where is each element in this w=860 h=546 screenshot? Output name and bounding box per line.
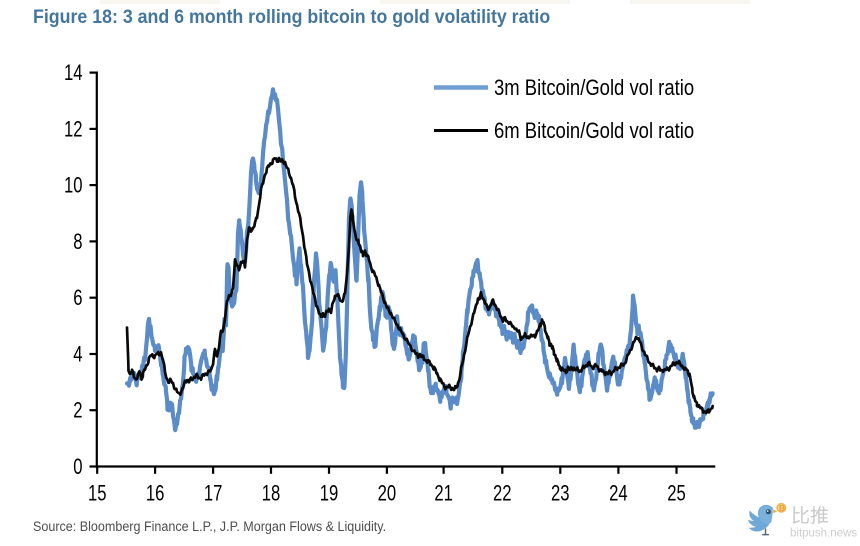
svg-text:B: B — [779, 503, 785, 513]
svg-text:比推: 比推 — [791, 505, 829, 527]
svg-text:21: 21 — [434, 481, 453, 506]
svg-text:0: 0 — [73, 455, 82, 480]
svg-text:15: 15 — [88, 481, 107, 506]
svg-text:6m Bitcoin/Gold vol ratio: 6m Bitcoin/Gold vol ratio — [494, 120, 694, 144]
svg-text:14: 14 — [64, 61, 83, 86]
svg-text:18: 18 — [262, 481, 281, 506]
svg-text:20: 20 — [378, 481, 397, 506]
svg-text:4: 4 — [73, 342, 82, 367]
svg-text:bitpush.news: bitpush.news — [790, 528, 857, 540]
svg-text:2: 2 — [73, 398, 82, 423]
svg-text:25: 25 — [667, 481, 686, 506]
svg-text:6: 6 — [73, 286, 82, 311]
svg-text:3m Bitcoin/Gold vol ratio: 3m Bitcoin/Gold vol ratio — [494, 77, 694, 101]
svg-text:10: 10 — [64, 173, 83, 198]
svg-text:16: 16 — [146, 481, 165, 506]
svg-text:8: 8 — [73, 230, 82, 255]
svg-text:17: 17 — [204, 481, 223, 506]
svg-text:12: 12 — [64, 117, 83, 142]
svg-text:23: 23 — [551, 481, 570, 506]
svg-text:22: 22 — [493, 481, 512, 506]
svg-text:19: 19 — [320, 481, 339, 506]
svg-text:24: 24 — [609, 481, 628, 506]
